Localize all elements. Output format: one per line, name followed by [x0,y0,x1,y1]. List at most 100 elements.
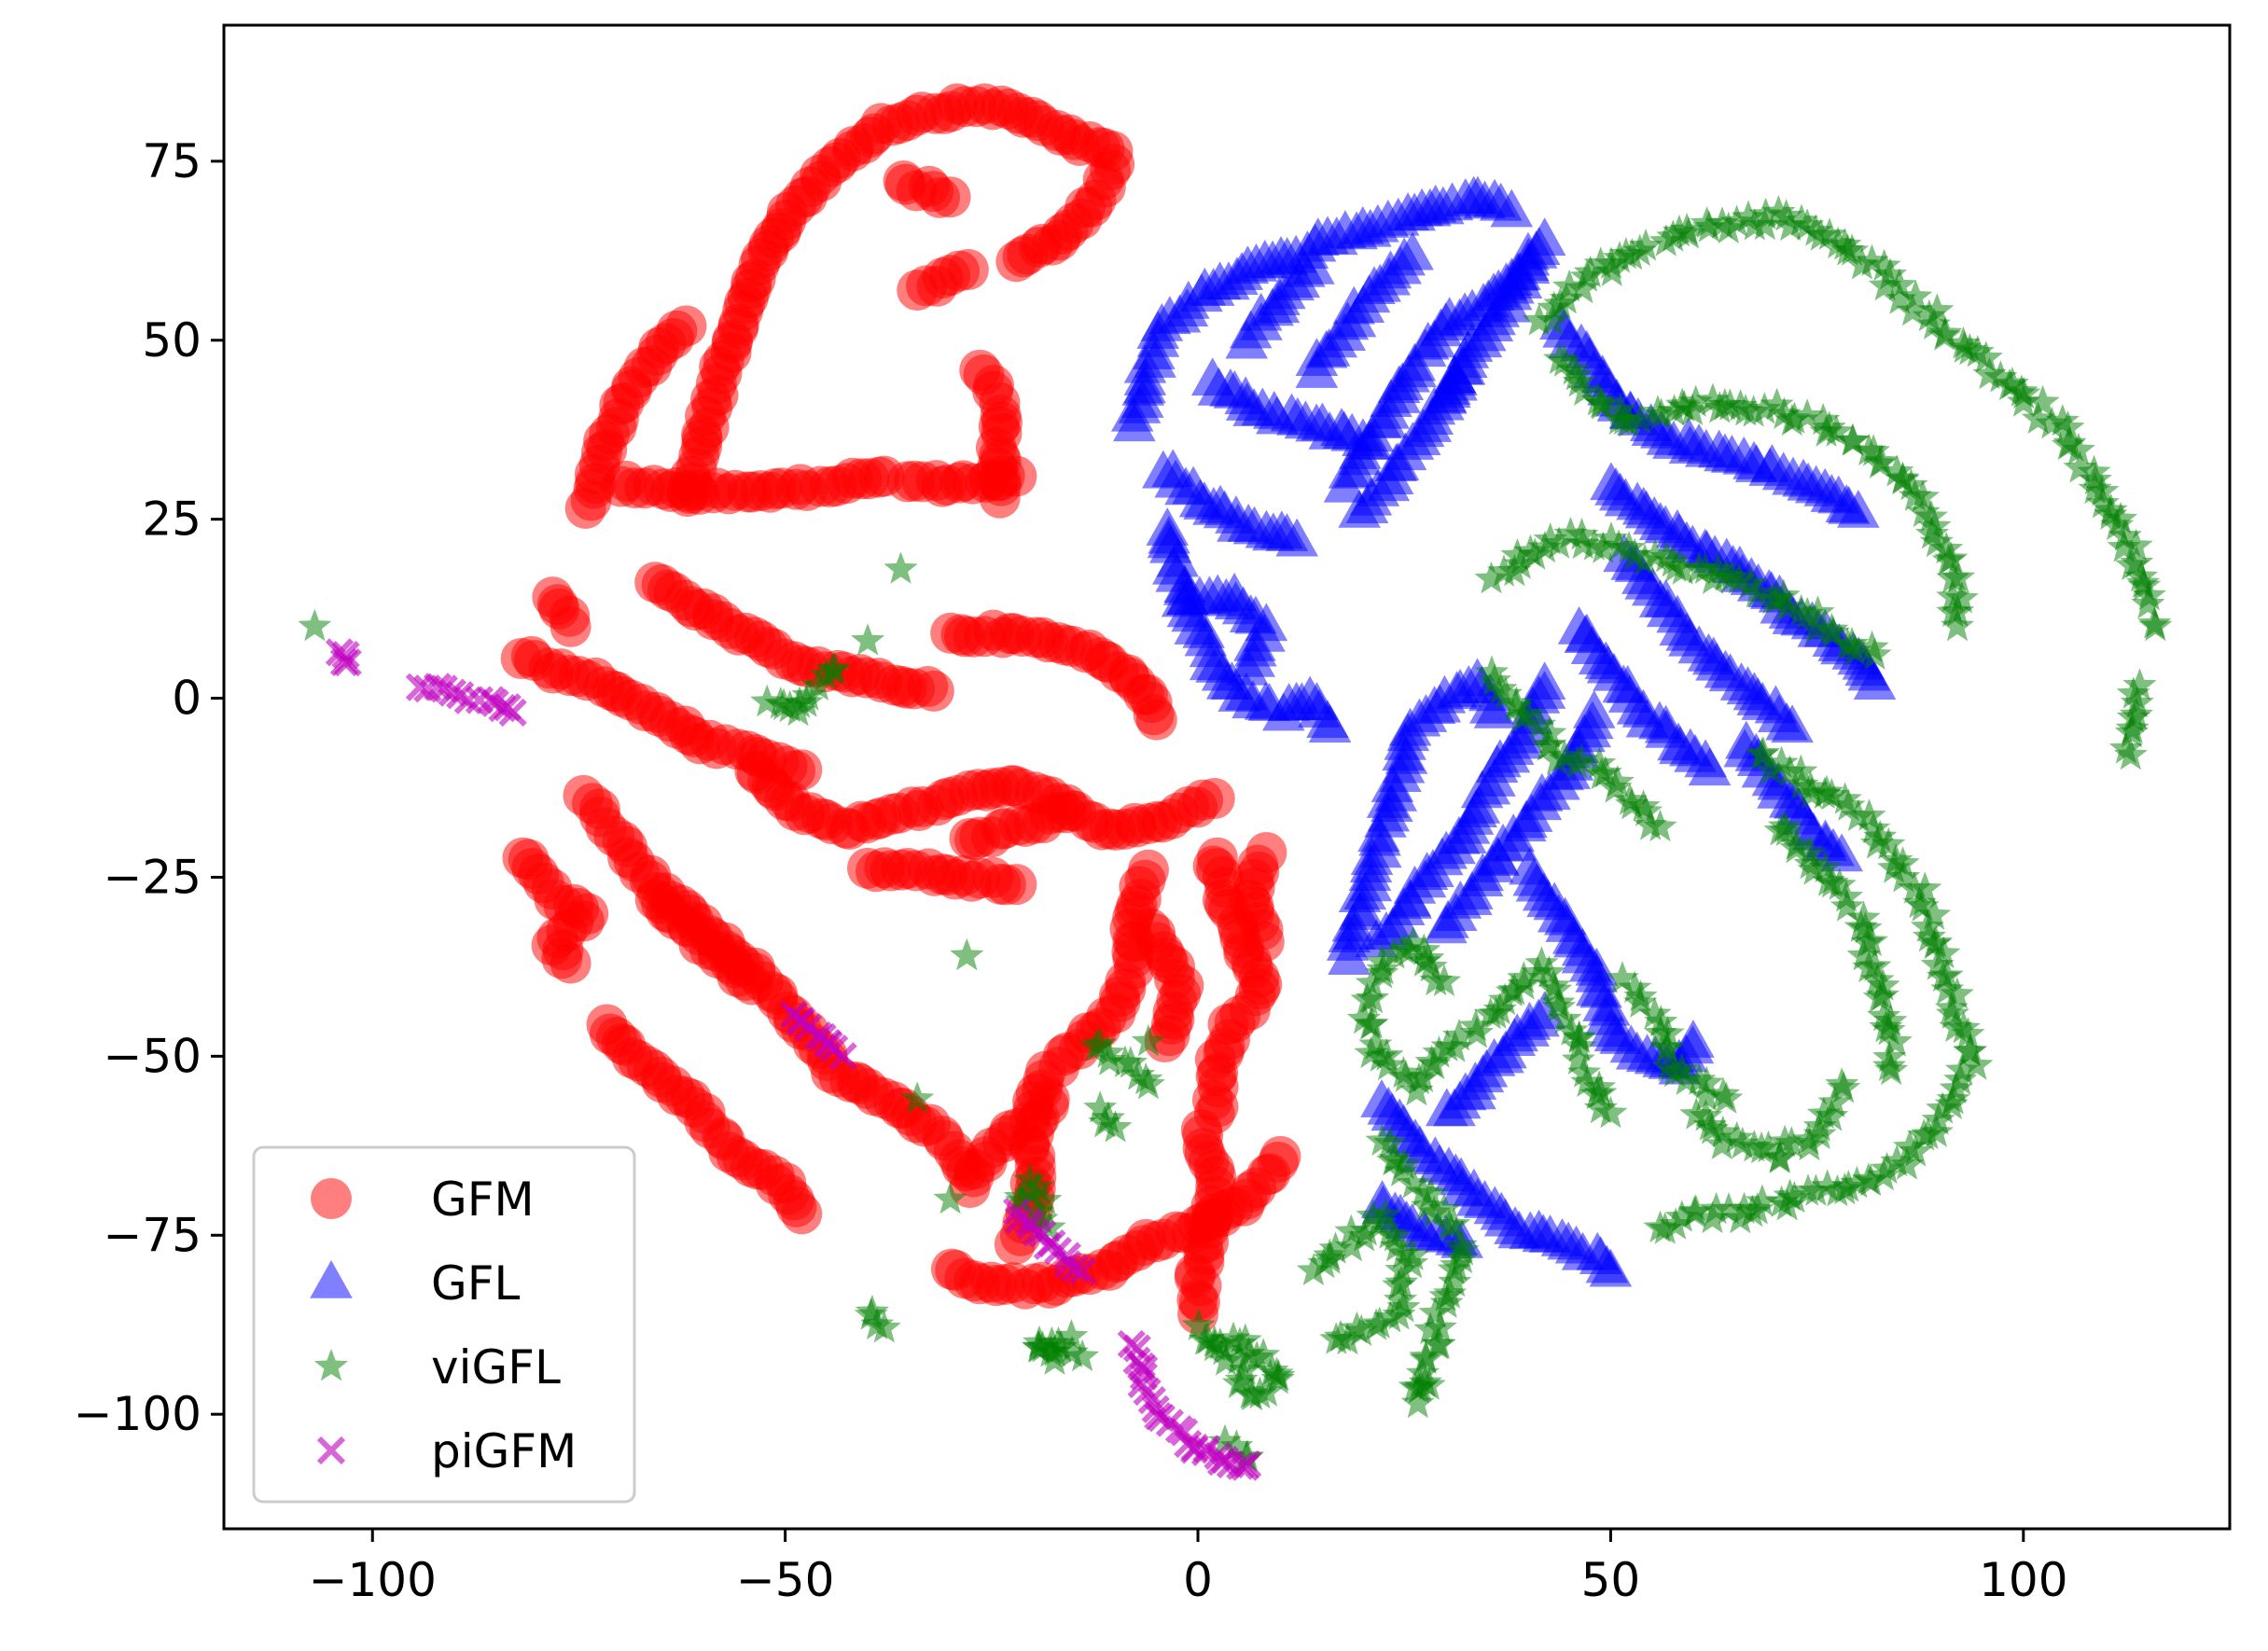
data-point [1522,303,1556,336]
data-point [1919,524,1954,558]
data-point [1523,707,1557,741]
data-point [1541,990,1577,1022]
data-point [1547,344,1582,377]
data-point [1365,956,1399,989]
data-point [1573,255,1607,288]
data-point [1677,1195,1712,1228]
data-point [1371,1047,1406,1081]
data-point [1598,770,1633,803]
data-point [2127,568,2162,601]
data-point [1318,1231,1353,1264]
data-point [1837,489,1880,528]
data-point [1940,977,1974,1009]
data-point [995,864,1037,906]
data-point [1488,676,1523,710]
data-point [2094,497,2128,530]
data-point [1440,346,1483,385]
data-point [1921,1103,1955,1135]
data-point [2061,432,2095,465]
data-point [1584,385,1619,419]
data-point [1844,247,1879,280]
data-point [1432,1276,1468,1309]
data-point [1372,1126,1407,1158]
data-point [1240,1340,1274,1373]
data-point [1088,1105,1122,1138]
data-point [1719,204,1754,237]
data-point [2115,548,2150,580]
data-point [1208,1343,1244,1376]
data-point [1790,208,1825,241]
data-point [1771,704,1814,743]
data-point [1477,663,1512,696]
data-point [1960,335,1995,368]
data-point [1695,382,1730,415]
y-tick-label: 25 [142,493,202,547]
data-point [1944,581,1979,614]
series-gfm [500,83,1301,1335]
data-point [1275,518,1319,557]
data-point [1483,672,1518,704]
data-point [1867,248,1901,281]
data-point [1892,1130,1927,1162]
data-point [1612,405,1647,437]
data-point [1862,980,1897,1013]
data-point [1362,1306,1397,1339]
data-point [1920,948,1955,980]
data-point [1769,199,1803,231]
data-point [1762,1140,1797,1172]
data-point [2006,384,2041,417]
data-point [1113,1046,1148,1078]
data-point [2113,738,2148,770]
data-point [1831,788,1866,821]
data-point [1344,1313,1379,1346]
data-point [1350,982,1384,1015]
data-point [1307,1245,1342,1279]
data-point [995,455,1037,497]
data-point [1533,728,1567,760]
data-point [1421,1326,1455,1360]
data-point [884,551,918,584]
data-point [1065,1339,1100,1372]
data-point [1524,946,1559,978]
data-point [1021,1169,1055,1202]
data-point [1386,932,1421,964]
data-point [1386,1055,1421,1089]
data-point [1669,1062,1704,1095]
data-point [1458,1008,1493,1042]
data-point [2131,587,2165,619]
data-point [1866,1158,1900,1191]
data-point [1549,282,1583,314]
data-point [1860,963,1895,995]
data-point [1396,1166,1430,1199]
data-point [1444,1241,1480,1274]
data-point [1857,811,1891,844]
data-point [1919,925,1954,958]
data-point [1873,257,1908,290]
data-point [1232,1450,1262,1479]
data-point [1628,543,1663,576]
data-point [1554,1013,1589,1046]
data-point [1917,307,1952,340]
data-point [1969,340,2003,373]
data-point [1905,479,1941,512]
data-point [1853,661,1897,701]
data-point [1082,1026,1117,1059]
data-point [1612,531,1647,563]
data-point [1929,532,1964,564]
data-point [1054,1319,1089,1352]
data-point [453,686,482,715]
data-point [1704,206,1739,239]
data-point [1926,1091,1960,1124]
x-tick-label: 0 [1183,1553,1213,1607]
data-point [1623,402,1658,435]
data-point [1308,704,1352,743]
data-point [1618,970,1652,1004]
data-point [1249,1374,1285,1407]
data-point [1774,208,1808,242]
data-point [1712,1192,1746,1225]
data-point [1643,1210,1677,1242]
data-point [2100,507,2135,541]
data-point [900,1081,935,1114]
data-point [1565,742,1599,775]
x-tick-label: −50 [736,1553,835,1607]
